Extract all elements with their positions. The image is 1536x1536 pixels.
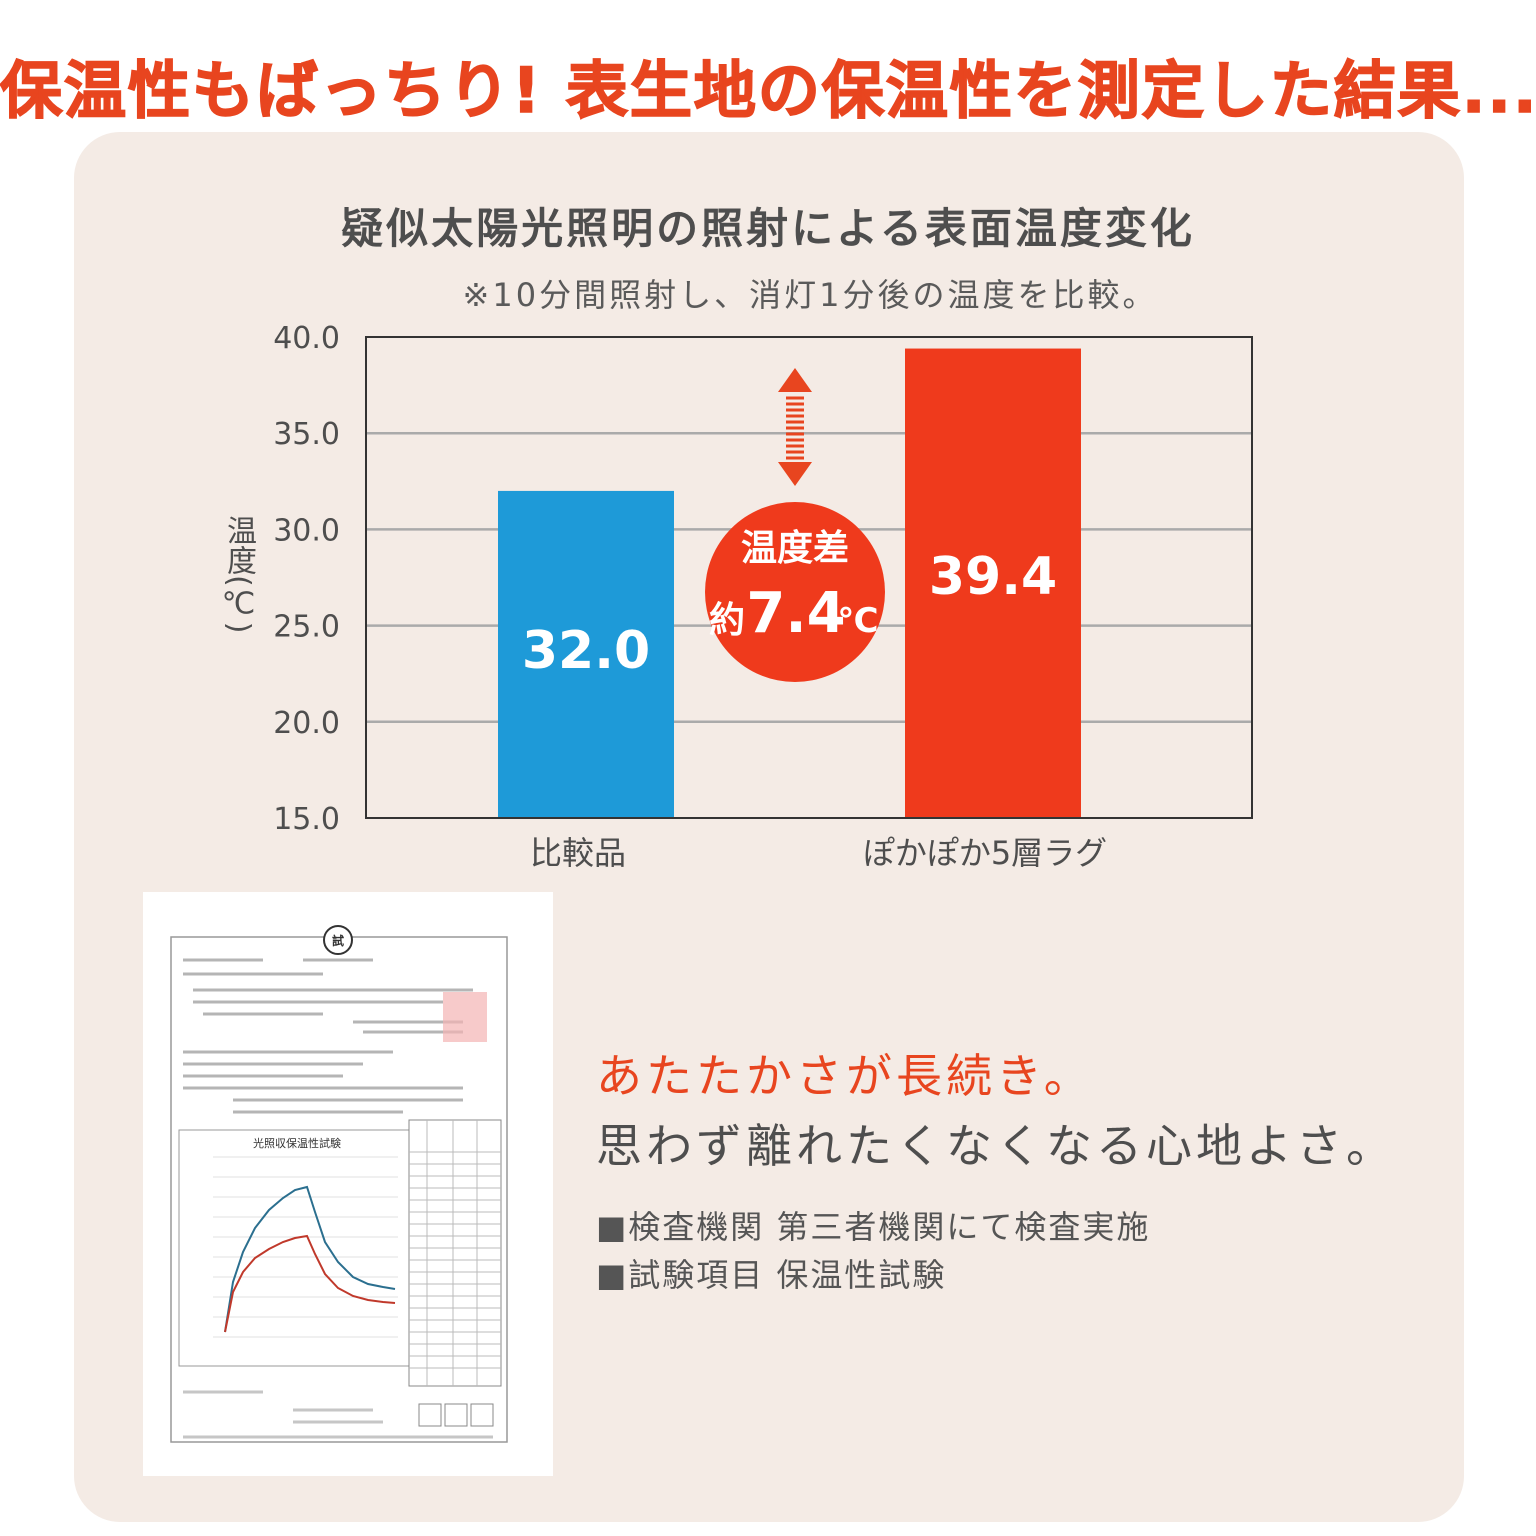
x-category-label: ぽかぽか5層ラグ <box>863 834 1107 872</box>
y-tick-label: 20.0 <box>273 706 340 741</box>
note-text: 第三者機関にて検査実施 <box>776 1208 1151 1246</box>
difference-badge <box>705 502 885 682</box>
y-axis-label: 温度(℃) <box>221 515 256 634</box>
bar <box>905 348 1081 818</box>
difference-badge-unit: ℃ <box>837 601 878 641</box>
chart-title: 疑似太陽光照明の照射による表面温度変化 <box>341 204 1195 253</box>
chart-subtitle: ※10分間照射し、消灯1分後の温度を比較。 <box>462 276 1158 314</box>
note-text: 保温性試験 <box>776 1256 947 1294</box>
note-label: 検査機関 <box>628 1208 765 1246</box>
svg-text:試: 試 <box>332 933 344 948</box>
catch-line-2: 思わず離れたくなくなる心地よさ。 <box>596 1119 1396 1173</box>
square-bullet-icon: ■ <box>596 1256 629 1294</box>
bar-value-label: 32.0 <box>522 621 650 681</box>
svg-text:光照収保温性試験: 光照収保温性試験 <box>253 1136 341 1150</box>
difference-badge-value: 7.4 <box>746 581 845 646</box>
difference-badge-title: 温度差 <box>741 528 849 569</box>
y-tick-label: 15.0 <box>273 802 340 837</box>
square-bullet-icon: ■ <box>596 1208 629 1246</box>
difference-badge-prefix: 約 <box>709 600 745 641</box>
arrow-up-icon <box>778 368 812 392</box>
note-inspection-body: ■検査機関 第三者機関にて検査実施 <box>596 1202 1150 1248</box>
plot-frame <box>365 336 1253 819</box>
bar <box>498 490 674 818</box>
y-tick-label: 25.0 <box>273 610 340 645</box>
bar-chart: 40.0 35.0 30.0 25.0 20.0 15.0 32.0 比較品 39.4 ぽかぽか5… <box>273 321 1253 872</box>
note-label: 試験項目 <box>628 1256 765 1294</box>
x-category-label: 比較品 <box>530 834 626 872</box>
certificate-seal-icon <box>323 925 353 955</box>
headline: 保温性もばっちり! 表生地の保温性を測定した結果... <box>0 53 1536 128</box>
catch-line-1: あたたかさが長続き。 <box>596 1049 1094 1103</box>
note-test-item: ■試験項目 保温性試験 <box>596 1250 946 1296</box>
arrow-down-icon <box>778 462 812 486</box>
y-tick-label: 30.0 <box>273 513 340 548</box>
test-report-document: 試 光照収保温性試験 <box>170 925 508 1443</box>
test-report-image: 試 光照収保温性試験 <box>143 892 553 1476</box>
y-tick-label: 40.0 <box>273 321 340 356</box>
bar-value-label: 39.4 <box>929 547 1057 607</box>
y-tick-label: 35.0 <box>273 417 340 452</box>
